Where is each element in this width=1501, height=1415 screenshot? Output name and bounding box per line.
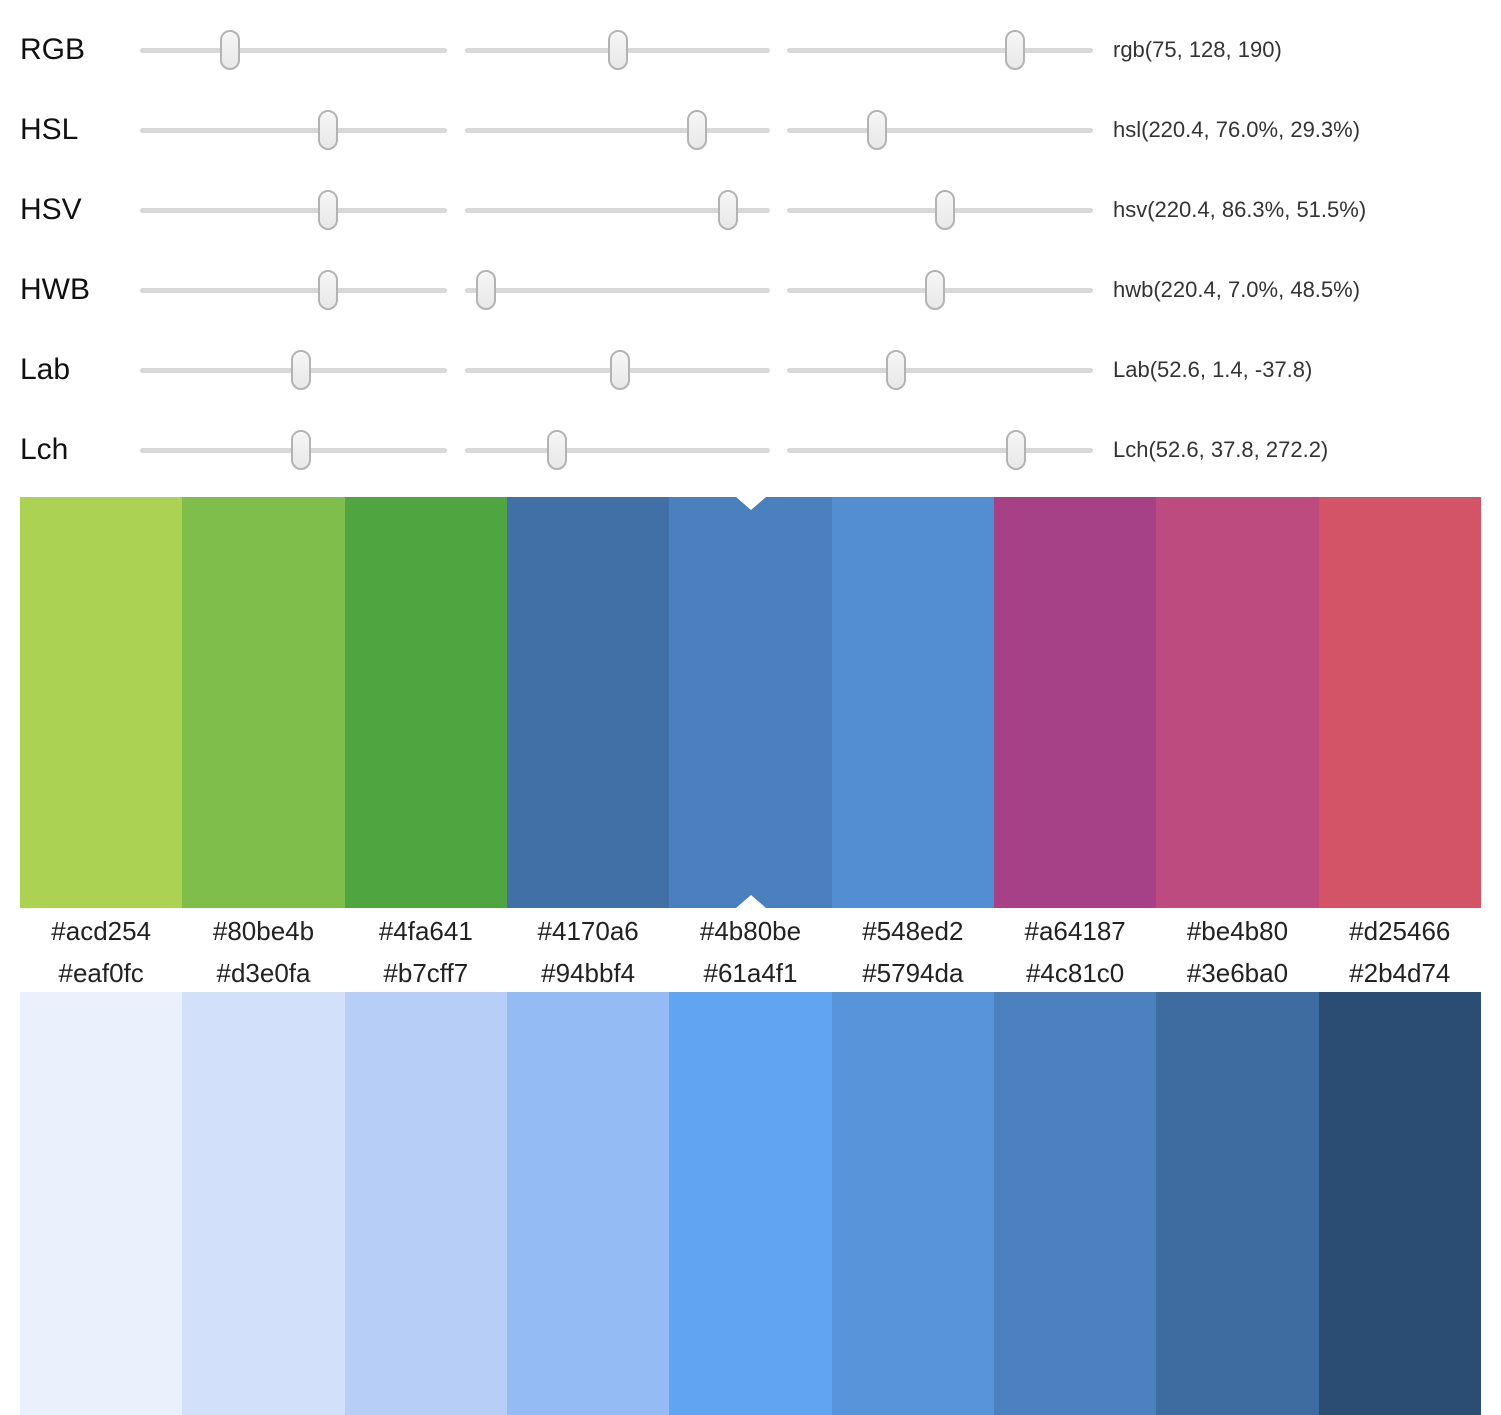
slider-row-rgb: RGB rgb(75, 128, 190) (0, 10, 1501, 90)
hsv-value-slider-thumb[interactable] (934, 190, 955, 230)
blue-slider-thumb[interactable] (1004, 30, 1025, 70)
hwb-blackness-slider[interactable] (787, 270, 1093, 310)
colorspace-label-rgb: RGB (20, 33, 86, 66)
lightness-swatch[interactable] (831, 992, 994, 1415)
lab-a-slider-thumb[interactable] (609, 350, 630, 390)
hue-swatch-selected[interactable] (669, 497, 832, 908)
hsl-hue-slider[interactable] (140, 110, 447, 150)
hex-label: #2b4d74 (1349, 957, 1451, 988)
hue-swatch[interactable] (182, 497, 345, 908)
lch-lightness-slider[interactable] (140, 430, 447, 470)
lch-lightness-slider-thumb[interactable] (291, 430, 312, 470)
slider-row-lch: Lch Lch(52.6, 37.8, 272.2) (0, 410, 1501, 490)
lab-l-slider-thumb[interactable] (291, 350, 312, 390)
hsl-saturation-slider[interactable] (465, 110, 770, 150)
colorspace-label-hsl: HSL (20, 113, 79, 146)
hex-label: #a64187 (1024, 915, 1126, 946)
hex-label: #3e6ba0 (1186, 957, 1289, 988)
hex-label: #548ed2 (862, 915, 964, 946)
lightness-swatch[interactable] (506, 992, 670, 1415)
hex-label: #be4b80 (1186, 915, 1289, 946)
hsl-lightness-slider[interactable] (787, 110, 1093, 150)
hex-label: #94bbf4 (541, 957, 636, 988)
lab-a-slider[interactable] (465, 350, 770, 390)
lightness-swatch[interactable] (1156, 992, 1319, 1415)
hsl-saturation-slider-thumb[interactable] (686, 110, 707, 150)
hwb-whiteness-slider[interactable] (465, 270, 770, 310)
lightness-palette-hex-labels: #eaf0fc #d3e0fa #b7cff7 #94bbf4 #61a4f1 … (20, 954, 1481, 992)
red-slider-thumb[interactable] (220, 30, 241, 70)
green-slider-thumb[interactable] (608, 30, 629, 70)
lightness-swatch[interactable] (20, 992, 183, 1415)
hsv-saturation-slider-thumb[interactable] (718, 190, 739, 230)
lightness-swatch[interactable] (1318, 992, 1481, 1415)
lightness-swatch[interactable] (669, 992, 832, 1415)
hex-label: #4170a6 (537, 915, 639, 946)
lightness-ramp-palette (20, 992, 1481, 1415)
green-slider[interactable] (465, 30, 770, 70)
hsl-lightness-slider-thumb[interactable] (866, 110, 887, 150)
hue-palette-hex-labels: #acd254 #80be4b #4fa641 #4170a6 #4b80be … (20, 908, 1481, 954)
lab-b-slider-thumb[interactable] (885, 350, 906, 390)
hue-swatch[interactable] (831, 497, 994, 908)
hex-label-selected: #4b80be (699, 915, 802, 946)
lab-l-slider[interactable] (140, 350, 447, 390)
colorspace-label-lab: Lab (20, 353, 71, 386)
hwb-blackness-slider-thumb[interactable] (925, 270, 946, 310)
blue-slider[interactable] (787, 30, 1093, 70)
lch-chroma-slider[interactable] (465, 430, 770, 470)
hue-swatch[interactable] (20, 497, 183, 908)
selection-marker-top-icon (735, 497, 766, 510)
hex-label: #acd254 (51, 915, 152, 946)
hsl-hue-slider-thumb[interactable] (317, 110, 338, 150)
hue-swatch[interactable] (506, 497, 670, 908)
lch-hue-slider-thumb[interactable] (1005, 430, 1026, 470)
hex-label: #4fa641 (378, 915, 473, 946)
lightness-swatch[interactable] (182, 992, 345, 1415)
hwb-hue-slider-thumb[interactable] (317, 270, 338, 310)
hsv-value-text: hsv(220.4, 86.3%, 51.5%) (1113, 197, 1367, 222)
hex-label: #4c81c0 (1025, 957, 1125, 988)
hue-swatch[interactable] (993, 497, 1157, 908)
lab-value-text: Lab(52.6, 1.4, -37.8) (1113, 357, 1313, 382)
colorspace-label-hsv: HSV (20, 193, 82, 226)
slider-row-hsv: HSV hsv(220.4, 86.3%, 51.5%) (0, 170, 1501, 250)
hsv-hue-slider[interactable] (140, 190, 447, 230)
lch-hue-slider[interactable] (787, 430, 1093, 470)
lightness-swatch[interactable] (344, 992, 507, 1415)
lightness-swatch[interactable] (993, 992, 1157, 1415)
rgb-value-text: rgb(75, 128, 190) (1113, 37, 1282, 62)
slider-row-hwb: HWB hwb(220.4, 7.0%, 48.5%) (0, 250, 1501, 330)
hex-label: #eaf0fc (58, 957, 144, 988)
hsv-hue-slider-thumb[interactable] (317, 190, 338, 230)
hex-label: #61a4f1 (703, 957, 798, 988)
selection-marker-bottom-icon (735, 895, 766, 908)
lch-chroma-slider-thumb[interactable] (547, 430, 568, 470)
hue-swatch[interactable] (1156, 497, 1319, 908)
colorspace-label-hwb: HWB (20, 273, 90, 306)
slider-row-lab: Lab Lab(52.6, 1.4, -37.8) (0, 330, 1501, 410)
hsl-value-text: hsl(220.4, 76.0%, 29.3%) (1113, 117, 1361, 142)
hsv-value-slider[interactable] (787, 190, 1093, 230)
hue-variations-palette (20, 497, 1481, 908)
hex-label: #80be4b (212, 915, 315, 946)
lch-value-text: Lch(52.6, 37.8, 272.2) (1113, 437, 1329, 462)
hue-swatch[interactable] (1318, 497, 1481, 908)
red-slider[interactable] (140, 30, 447, 70)
hex-label: #5794da (862, 957, 964, 988)
hwb-hue-slider[interactable] (140, 270, 447, 310)
lab-b-slider[interactable] (787, 350, 1093, 390)
slider-row-hsl: HSL hsl(220.4, 76.0%, 29.3%) (0, 90, 1501, 170)
hwb-value-text: hwb(220.4, 7.0%, 48.5%) (1113, 277, 1361, 302)
color-sliders-panel: RGB rgb(75, 128, 190) HSL hsl(220.4, 76.… (0, 0, 1501, 490)
hsv-saturation-slider[interactable] (465, 190, 770, 230)
hex-label: #d3e0fa (216, 957, 311, 988)
hex-label: #d25466 (1349, 915, 1451, 946)
hex-label: #b7cff7 (383, 957, 469, 988)
colorspace-label-lch: Lch (20, 433, 69, 466)
hwb-whiteness-slider-thumb[interactable] (476, 270, 497, 310)
hue-swatch[interactable] (344, 497, 507, 908)
